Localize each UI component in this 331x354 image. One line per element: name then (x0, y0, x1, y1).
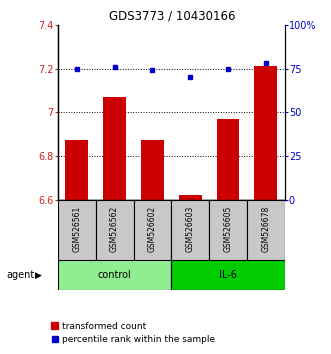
Text: GSM526602: GSM526602 (148, 206, 157, 252)
Text: GDS3773 / 10430166: GDS3773 / 10430166 (109, 10, 235, 23)
Bar (141, 140, 164, 200)
Bar (247, 200, 285, 260)
Text: IL-6: IL-6 (219, 270, 237, 280)
Bar (58, 260, 171, 290)
Bar (209, 200, 247, 260)
Bar (216, 119, 239, 200)
Bar (171, 260, 285, 290)
Text: GSM526603: GSM526603 (186, 206, 195, 252)
Text: GSM526561: GSM526561 (72, 206, 81, 252)
Text: GSM526605: GSM526605 (223, 206, 232, 252)
Text: GSM526678: GSM526678 (261, 206, 270, 252)
Bar (179, 195, 202, 200)
Text: GSM526562: GSM526562 (110, 206, 119, 252)
Legend: transformed count, percentile rank within the sample: transformed count, percentile rank withi… (48, 318, 219, 348)
Text: agent: agent (7, 270, 35, 280)
Bar (103, 97, 126, 200)
Bar (133, 200, 171, 260)
Bar (255, 67, 277, 200)
Bar (171, 200, 209, 260)
Text: control: control (98, 270, 131, 280)
Text: ▶: ▶ (35, 271, 42, 280)
Bar (96, 200, 133, 260)
Bar (58, 200, 96, 260)
Bar (66, 140, 88, 200)
